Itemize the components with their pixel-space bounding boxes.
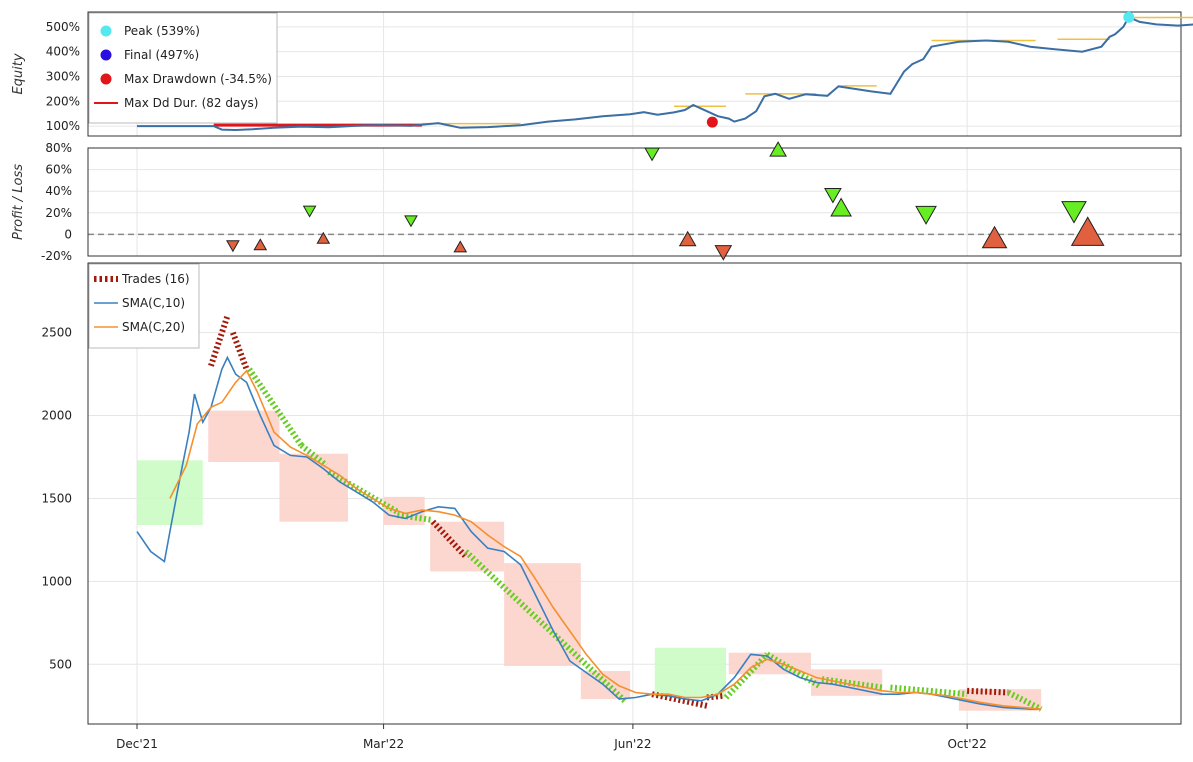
y-tick-label: 400% [46,45,80,59]
y-tick-label: 200% [46,94,80,108]
y-tick-label: 0 [64,227,72,241]
legend-label: Trades (16) [121,272,190,286]
profit-loss-axis-label: Profit / Loss [11,164,26,240]
legend-label: SMA(C,10) [122,296,185,310]
x-tick-label: Jun'22 [613,737,651,751]
trade-line [230,331,250,371]
trade-pl-marker [226,240,240,253]
trade-pl-marker [915,205,937,225]
sma-line [169,369,1042,710]
legend-label: Final (497%) [124,48,199,62]
y-tick-label: 60% [45,163,72,177]
trade-line [706,692,724,701]
y-tick-label: -20% [41,249,72,263]
legend-label: Peak (539%) [124,24,200,38]
legend-marker [100,73,112,85]
ohlc-range-box [504,563,581,666]
trade-pl-marker [830,197,852,217]
trade-pl-marker [769,141,787,157]
trade-line [396,512,434,524]
trade-pl-marker [824,187,842,204]
trade-pl-marker [714,245,733,261]
legend-box [88,12,278,124]
x-tick-label: Mar'22 [363,737,404,751]
trade-pl-marker [981,225,1008,249]
trade-pl-marker [678,230,697,247]
trade-line [246,367,304,448]
equity-frame [87,11,1182,137]
profit-loss-panel: -20% 0 20% 40% 60% 80% Profit / Loss [11,141,1182,263]
trade-line [1006,689,1043,712]
equity-line [137,15,1193,132]
y-tick-label: 1000 [41,574,72,588]
trade-line [890,684,968,698]
sma-line [136,355,1042,710]
trade-pl-marker [1061,201,1087,224]
x-tick-label: Dec'21 [116,737,158,751]
legend-label: Max Drawdown (-34.5%) [124,72,272,86]
max-drawdown-point [706,116,718,128]
trade-line [723,652,770,700]
y-tick-label: 80% [45,141,72,155]
legend-marker [100,49,112,61]
y-tick-label: 500% [46,20,80,34]
y-tick-label: 300% [46,69,80,83]
trade-line [208,315,231,367]
ohlc-range-box [654,647,727,698]
trade-line [651,691,708,709]
y-tick-label: 500 [49,657,72,671]
trade-pl-marker [302,205,317,218]
legend-label: SMA(C,20) [122,320,185,334]
trade-pl-marker [316,231,331,244]
trade-pl-marker [253,238,268,251]
legend-marker [100,25,112,37]
x-tick-label: Oct'22 [947,737,986,751]
trade-line [299,443,328,468]
price-panel: 500 1000 1500 2000 2500 Trades (16) SMA(C,10) S… [41,262,1182,751]
equity-legend: Peak (539%) Final (497%) Max Drawdown (-34… [88,12,278,124]
price-legend: Trades (16) SMA(C,10) SMA(C,20) [88,263,200,349]
trade-pl-marker [404,215,418,228]
peak-point [1123,11,1135,23]
y-tick-label: 2500 [41,326,72,340]
ohlc-range-box [208,410,280,462]
price-frame [87,262,1182,725]
equity-panel: 100% 200% 300% 400% 500% Equity Peak (539%) Fin… [11,11,1193,137]
y-tick-label: 2000 [41,409,72,423]
y-tick-label: 20% [45,206,72,220]
equity-axis-label: Equity [11,53,26,94]
ohlc-range-box [430,521,505,572]
y-tick-label: 100% [46,119,80,133]
trade-pl-marker [1070,216,1105,246]
profit-loss-frame [87,147,1182,257]
ohlc-range-box [137,460,203,526]
trade-pl-marker [644,147,660,162]
trade-line [430,519,468,559]
trade-line [463,549,627,703]
trade-pl-marker [453,240,468,253]
ohlc-range-box [279,453,348,522]
y-tick-label: 1500 [41,491,72,505]
y-tick-label: 40% [45,184,72,198]
legend-label: Max Dd Dur. (82 days) [124,96,258,110]
